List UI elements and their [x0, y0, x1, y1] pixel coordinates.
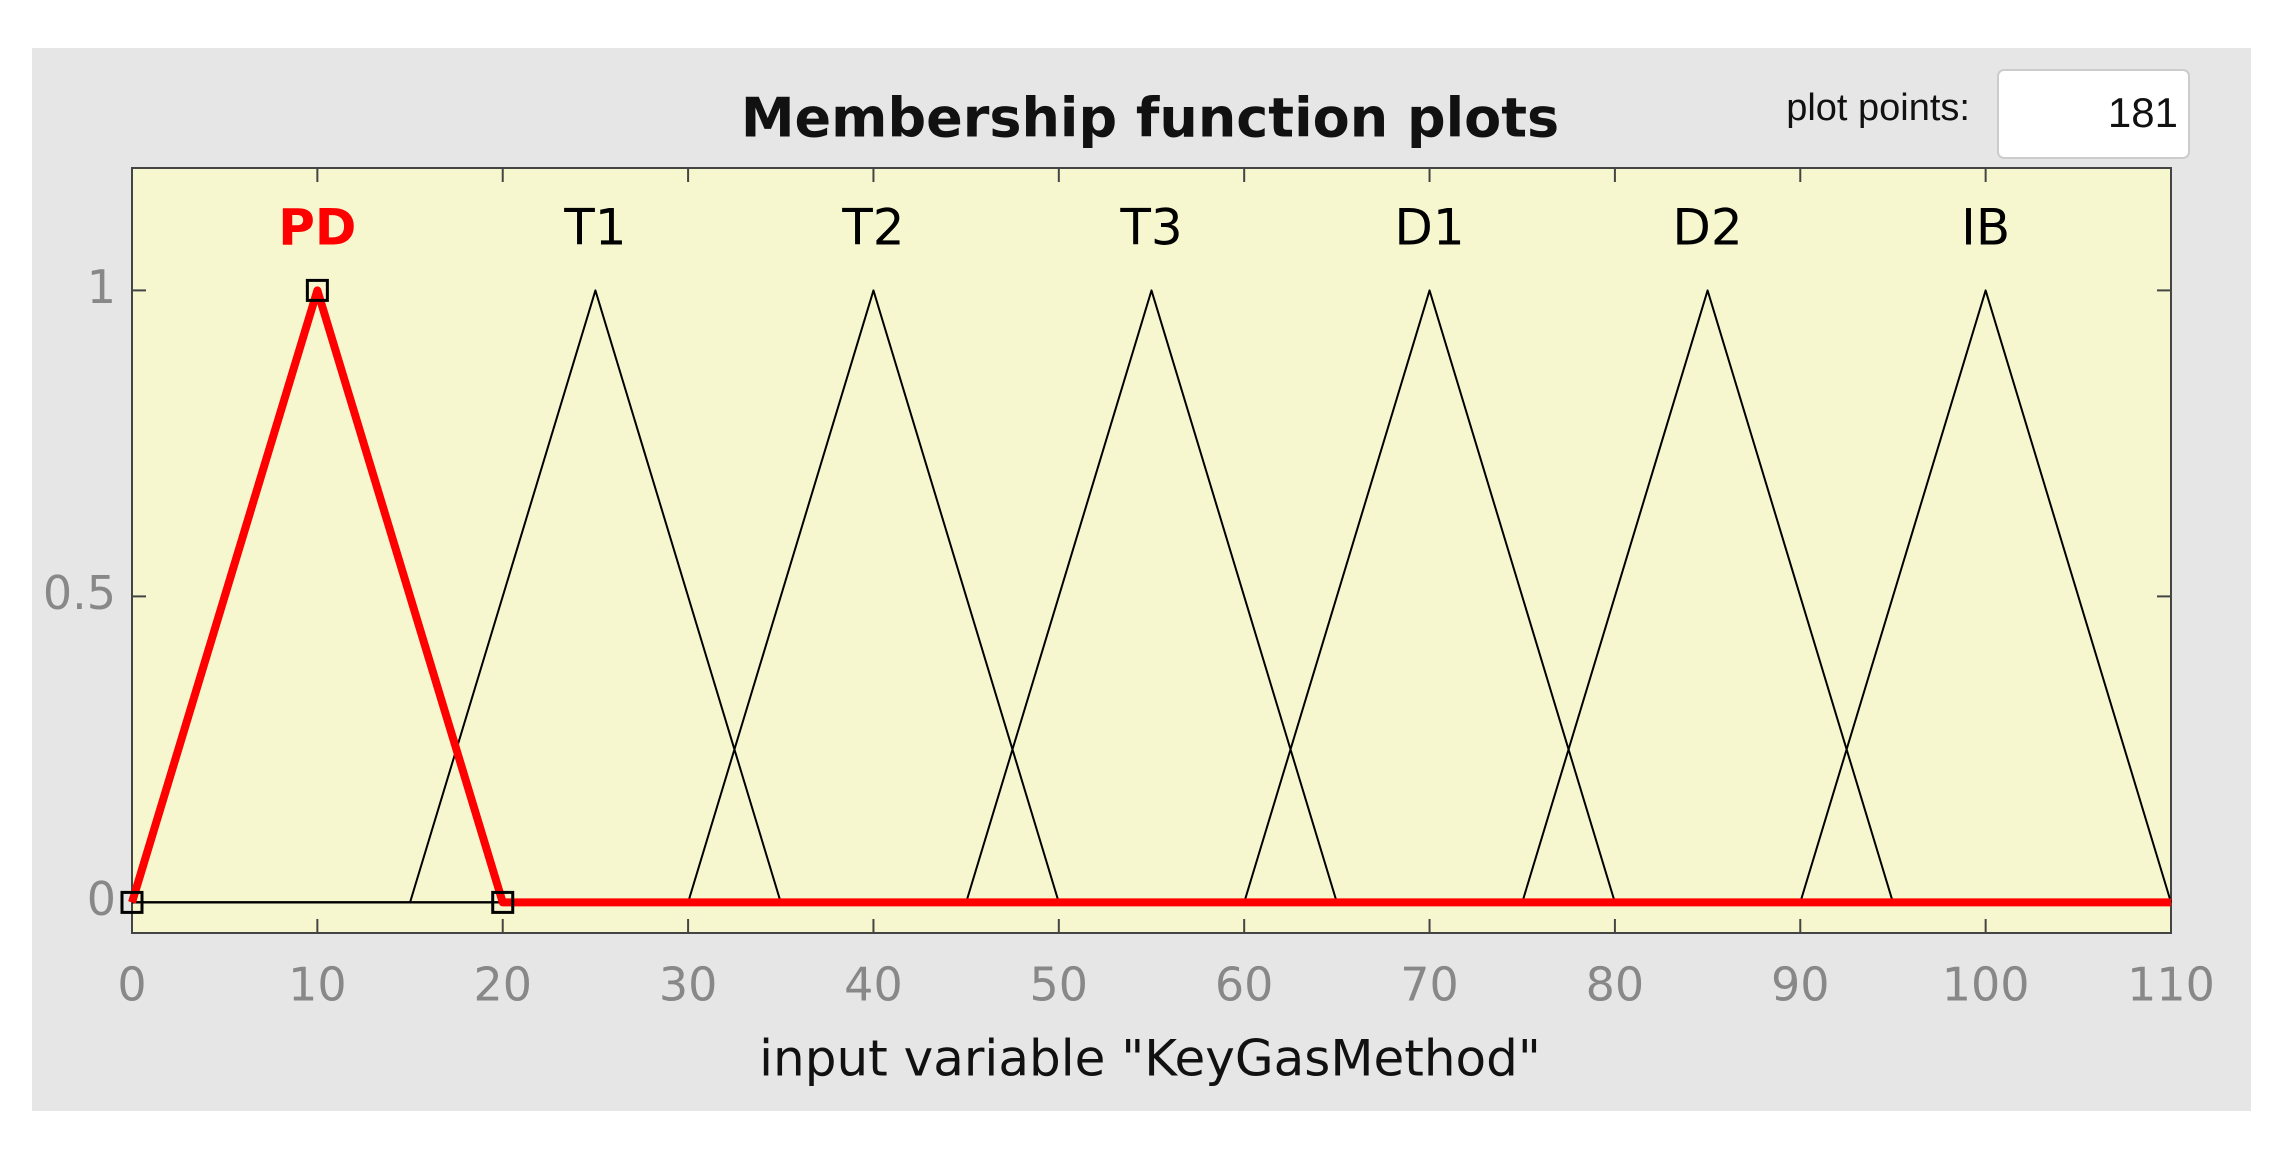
- x-tick-label: 50: [1030, 958, 1089, 1012]
- x-tick-label: 90: [1771, 958, 1830, 1012]
- x-tick-label: 70: [1400, 958, 1459, 1012]
- x-tick-label: 40: [844, 958, 903, 1012]
- mf-name: D2: [1672, 199, 1742, 257]
- chart-title: Membership function plots: [741, 87, 1559, 150]
- plot-points-label: plot points:: [1786, 87, 1970, 129]
- x-tick-label: 100: [1942, 958, 2030, 1012]
- x-tick-label: 0: [117, 958, 146, 1012]
- plot-points-value[interactable]: 181: [2108, 89, 2178, 136]
- y-tick-label: 0: [87, 872, 116, 926]
- mf-name: T1: [563, 199, 626, 257]
- mf-handle: [120, 890, 144, 914]
- x-tick-label: 30: [659, 958, 718, 1012]
- x-axis-label: input variable "KeyGasMethod": [759, 1030, 1541, 1088]
- selected-mf-line: [128, 286, 2171, 907]
- mf-handle: [491, 890, 515, 914]
- x-tick-label: 20: [473, 958, 532, 1012]
- x-tick-label: 60: [1215, 958, 1274, 1012]
- mf-name: T3: [1119, 199, 1182, 257]
- mf-name: D1: [1394, 199, 1464, 257]
- mf-name: T2: [841, 199, 904, 257]
- x-tick-label: 10: [288, 958, 347, 1012]
- plot-points-input[interactable]: [1997, 69, 2190, 159]
- y-tick-label: 1: [87, 260, 116, 314]
- mf-handle: [305, 278, 329, 302]
- y-tick-label: 0.5: [43, 566, 116, 620]
- mf-name: PD: [278, 199, 356, 257]
- x-tick-label: 80: [1586, 958, 1645, 1012]
- plot-area: [131, 167, 2172, 934]
- mf-name: IB: [1961, 199, 2010, 257]
- x-tick-label: 110: [2127, 958, 2215, 1012]
